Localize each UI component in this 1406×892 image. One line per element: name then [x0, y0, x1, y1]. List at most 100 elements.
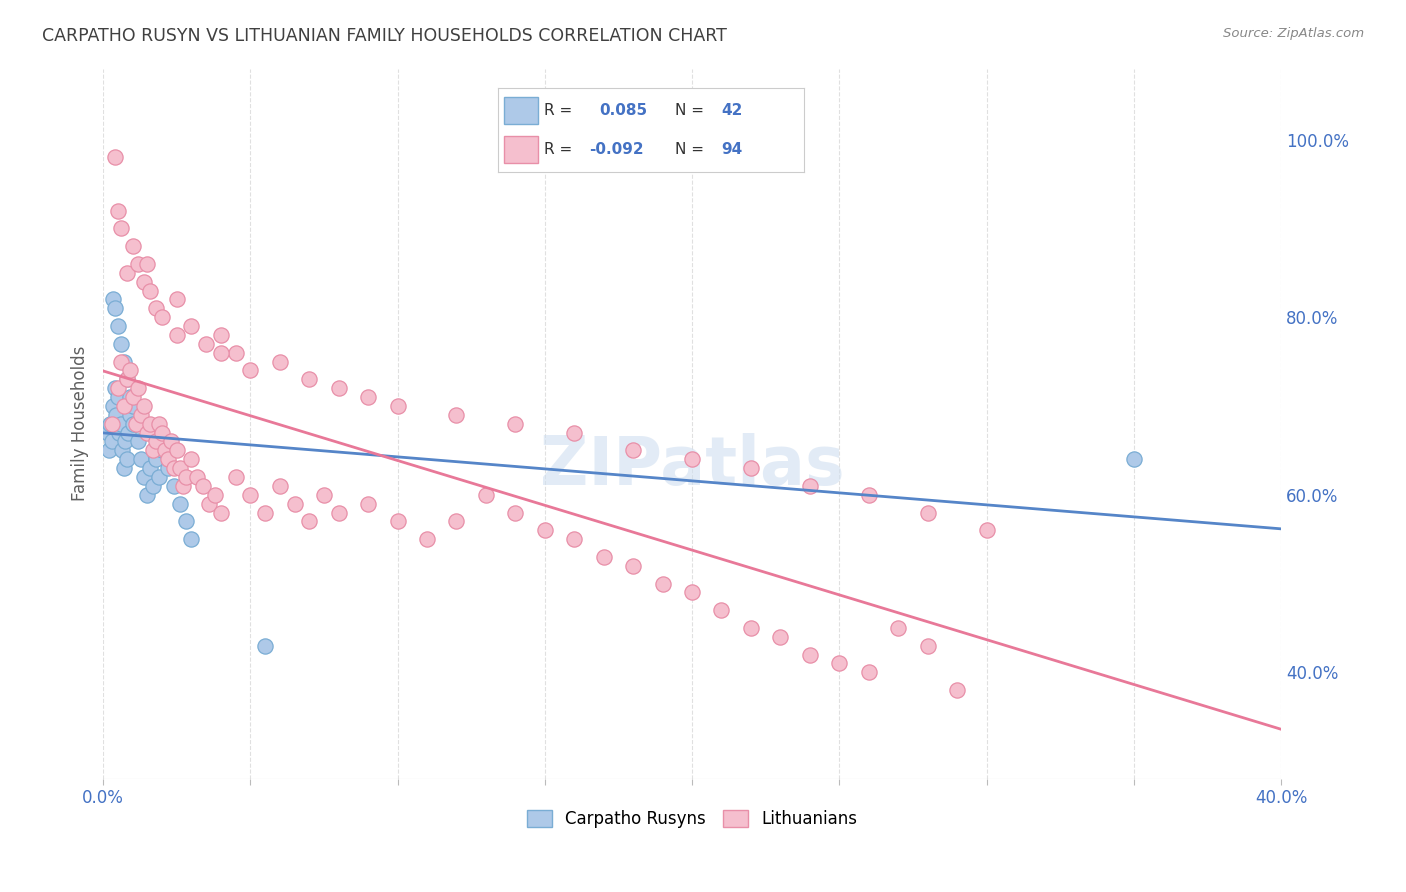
Lithuanians [621, 443, 644, 458]
Lithuanians [153, 443, 176, 458]
Lithuanians [118, 363, 141, 377]
Lithuanians [269, 479, 291, 493]
Lithuanians [193, 479, 215, 493]
Lithuanians [209, 345, 232, 359]
Lithuanians [150, 425, 173, 440]
Lithuanians [740, 461, 762, 475]
Carpatho Rusyns [107, 390, 129, 404]
Lithuanians [150, 310, 173, 325]
Lithuanians [131, 408, 153, 422]
Carpatho Rusyns [145, 452, 167, 467]
Lithuanians [298, 515, 321, 529]
Carpatho Rusyns [180, 532, 202, 546]
Lithuanians [174, 470, 197, 484]
Carpatho Rusyns [127, 434, 149, 449]
Carpatho Rusyns [98, 443, 121, 458]
Lithuanians [328, 506, 350, 520]
Carpatho Rusyns [124, 417, 146, 431]
Lithuanians [107, 203, 129, 218]
Lithuanians [204, 488, 226, 502]
Lithuanians [139, 417, 162, 431]
Carpatho Rusyns [121, 399, 143, 413]
Carpatho Rusyns [142, 479, 165, 493]
Lithuanians [225, 345, 247, 359]
Carpatho Rusyns [134, 470, 156, 484]
Lithuanians [139, 284, 162, 298]
Carpatho Rusyns [150, 443, 173, 458]
Carpatho Rusyns [174, 515, 197, 529]
Lithuanians [239, 363, 262, 377]
Lithuanians [312, 488, 335, 502]
Carpatho Rusyns [100, 417, 122, 431]
Carpatho Rusyns [105, 408, 128, 422]
Lithuanians [592, 549, 614, 564]
Lithuanians [681, 452, 703, 467]
Carpatho Rusyns [114, 434, 136, 449]
Lithuanians [142, 443, 165, 458]
Lithuanians [828, 657, 851, 671]
Lithuanians [101, 417, 124, 431]
Carpatho Rusyns [254, 639, 277, 653]
Lithuanians [121, 239, 143, 253]
Lithuanians [740, 621, 762, 635]
Lithuanians [681, 585, 703, 599]
Carpatho Rusyns [101, 434, 124, 449]
Lithuanians [446, 408, 468, 422]
Lithuanians [195, 336, 218, 351]
Carpatho Rusyns [103, 399, 125, 413]
Carpatho Rusyns [117, 425, 139, 440]
Lithuanians [562, 532, 585, 546]
Lithuanians [283, 497, 305, 511]
Lithuanians [533, 523, 555, 537]
Carpatho Rusyns [104, 301, 127, 316]
Carpatho Rusyns [148, 470, 170, 484]
Lithuanians [136, 257, 159, 271]
Lithuanians [562, 425, 585, 440]
Lithuanians [917, 506, 939, 520]
Carpatho Rusyns [1122, 452, 1144, 467]
Lithuanians [387, 515, 409, 529]
Lithuanians [180, 452, 202, 467]
Lithuanians [163, 461, 186, 475]
Lithuanians [799, 648, 821, 662]
Lithuanians [254, 506, 277, 520]
Lithuanians [357, 390, 380, 404]
Carpatho Rusyns [112, 461, 135, 475]
Y-axis label: Family Households: Family Households [72, 346, 89, 501]
Carpatho Rusyns [110, 336, 132, 351]
Carpatho Rusyns [115, 372, 138, 386]
Lithuanians [269, 354, 291, 368]
Lithuanians [115, 266, 138, 280]
Lithuanians [505, 417, 527, 431]
Lithuanians [357, 497, 380, 511]
Lithuanians [186, 470, 208, 484]
Lithuanians [127, 381, 149, 395]
Carpatho Rusyns [107, 319, 129, 334]
Lithuanians [946, 683, 969, 698]
Lithuanians [887, 621, 910, 635]
Carpatho Rusyns [136, 488, 159, 502]
Carpatho Rusyns [163, 479, 186, 493]
Lithuanians [110, 354, 132, 368]
Lithuanians [172, 479, 194, 493]
Legend: Carpatho Rusyns, Lithuanians: Carpatho Rusyns, Lithuanians [520, 803, 863, 835]
Carpatho Rusyns [121, 417, 143, 431]
Lithuanians [121, 390, 143, 404]
Carpatho Rusyns [111, 443, 134, 458]
Lithuanians [769, 630, 792, 644]
Lithuanians [110, 221, 132, 235]
Lithuanians [156, 452, 179, 467]
Lithuanians [475, 488, 498, 502]
Lithuanians [198, 497, 221, 511]
Carpatho Rusyns [110, 417, 132, 431]
Text: Source: ZipAtlas.com: Source: ZipAtlas.com [1223, 27, 1364, 40]
Lithuanians [134, 275, 156, 289]
Carpatho Rusyns [118, 408, 141, 422]
Lithuanians [145, 434, 167, 449]
Lithuanians [112, 399, 135, 413]
Lithuanians [166, 327, 188, 342]
Lithuanians [115, 372, 138, 386]
Lithuanians [107, 381, 129, 395]
Lithuanians [145, 301, 167, 316]
Carpatho Rusyns [139, 461, 162, 475]
